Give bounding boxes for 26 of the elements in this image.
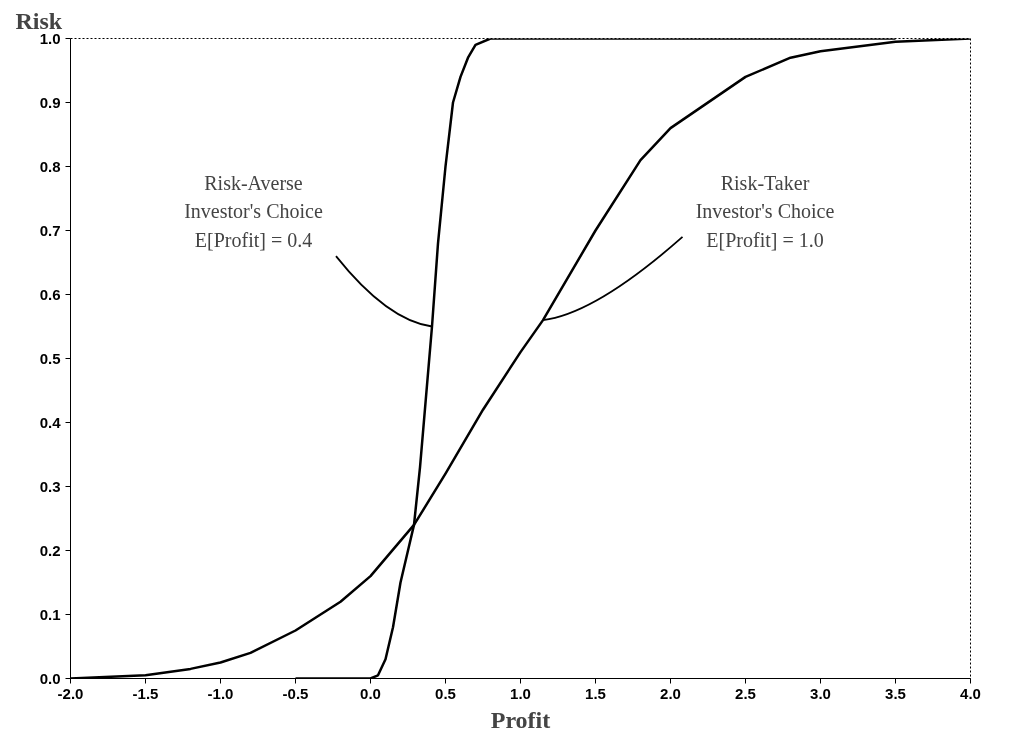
x-tick-label: 2.5	[735, 684, 756, 702]
x-tick-label: 1.0	[510, 684, 531, 702]
y-tick-label: 0.5	[39, 349, 61, 367]
annotation: Risk-Taker Investor's Choice E[Profit] = 1.0	[695, 171, 835, 251]
x-tick-label: -1.0	[207, 684, 234, 702]
x-axis-title: Profit	[490, 706, 551, 733]
y-tick-label: 0.8	[39, 157, 61, 175]
x-tick-label: 3.5	[885, 684, 906, 702]
y-tick-label: 0.3	[39, 477, 61, 495]
x-tick-label: -0.5	[282, 684, 309, 702]
y-tick-label: 0.2	[39, 541, 61, 559]
y-tick-label: 0.9	[39, 93, 61, 111]
y-tick-label: 0.7	[39, 221, 61, 239]
x-tick-label: 0.5	[435, 684, 456, 702]
x-tick-label: 2.0	[660, 684, 681, 702]
x-tick-label: -2.0	[57, 684, 84, 702]
x-tick-label: 4.0	[960, 684, 981, 702]
y-tick-label: 0.1	[39, 605, 61, 623]
y-tick-label: 0.4	[39, 413, 62, 431]
x-tick-label: 3.0	[810, 684, 831, 702]
y-tick-label: 0.0	[39, 669, 61, 687]
annotation: Risk-Averse Investor's Choice E[Profit] = 0.4	[184, 171, 323, 251]
y-tick-label: 0.6	[39, 285, 61, 303]
x-tick-label: -1.5	[132, 684, 159, 702]
x-tick-label: 1.5	[585, 684, 606, 702]
x-tick-label: 0.0	[360, 684, 381, 702]
